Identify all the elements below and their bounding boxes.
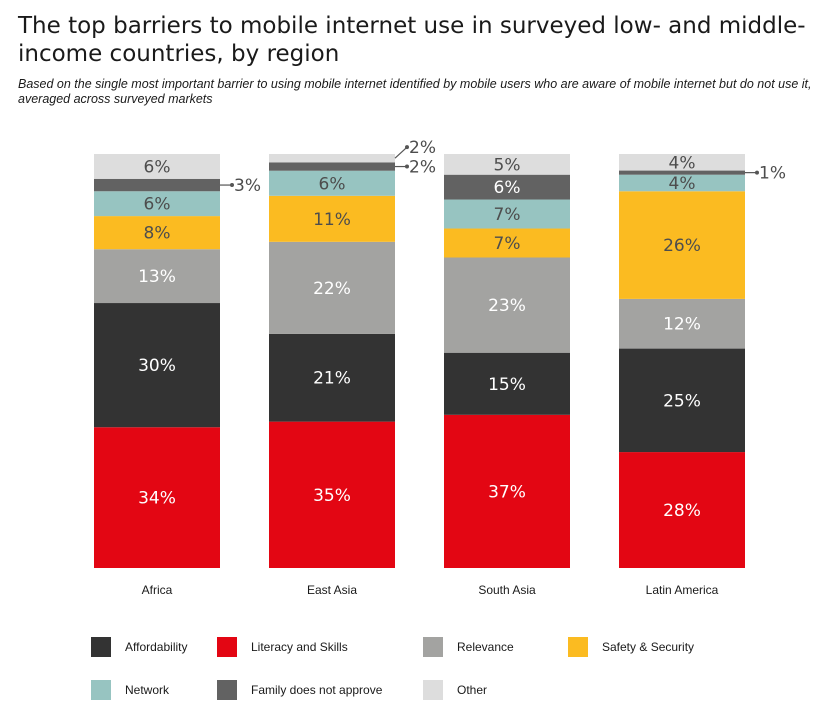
legend-item-affordability: Affordability xyxy=(91,636,187,658)
bar-segment-africa-affordability xyxy=(94,303,220,428)
legend-item-literacy-and-skills: Literacy and Skills xyxy=(217,636,348,658)
data-label-latin-america-network: 4% xyxy=(669,174,696,194)
data-label-east-asia-other: 2% xyxy=(409,138,436,158)
chart-title: The top barriers to mobile internet use … xyxy=(18,13,806,67)
bar-segment-south-asia-network xyxy=(444,199,570,229)
bar-segment-east-asia-literacy-and-skills xyxy=(269,421,395,568)
data-label-east-asia-relevance: 22% xyxy=(313,279,351,299)
data-label-east-asia-network: 6% xyxy=(319,174,346,194)
data-label-south-asia-family-does-not-approve: 6% xyxy=(494,178,521,198)
bar-segment-east-asia-family-does-not-approve xyxy=(269,162,395,171)
data-label-latin-america-family-does-not-approve: 1% xyxy=(759,164,786,184)
legend-swatch-relevance xyxy=(423,637,443,657)
data-label-latin-america-relevance: 12% xyxy=(663,315,701,335)
legend-swatch-affordability xyxy=(91,637,111,657)
bar-segment-south-asia-relevance xyxy=(444,257,570,353)
data-label-south-asia-relevance: 23% xyxy=(488,296,526,316)
data-label-east-asia-literacy-and-skills: 35% xyxy=(313,486,351,506)
data-label-south-asia-network: 7% xyxy=(494,205,521,225)
data-label-east-asia-safety-and-security: 11% xyxy=(313,210,351,230)
bar-segment-south-asia-other xyxy=(444,154,570,175)
legend-swatch-network xyxy=(91,680,111,700)
bar-segment-africa-literacy-and-skills xyxy=(94,427,220,568)
legend-swatch-literacy-and-skills xyxy=(217,637,237,657)
data-label-east-asia-affordability: 21% xyxy=(313,369,351,389)
bar-segment-latin-america-network xyxy=(619,174,745,192)
bar-segment-latin-america-relevance xyxy=(619,298,745,349)
data-label-africa-safety-and-security: 8% xyxy=(144,224,171,244)
data-label-africa-relevance: 13% xyxy=(138,267,176,287)
legend-item-relevance: Relevance xyxy=(423,636,514,658)
data-label-south-asia-affordability: 15% xyxy=(488,375,526,395)
leader-dot-latin-america-family-does-not-approve xyxy=(755,170,759,175)
stacked-bar-chart: 34%30%13%8%6%3%6%Africa35%21%22%11%6%2%2… xyxy=(94,138,786,597)
bar-segment-south-asia-safety-and-security xyxy=(444,228,570,258)
legend-label-safety-and-security: Safety & Security xyxy=(602,640,695,654)
legend-swatch-safety-and-security xyxy=(568,637,588,657)
legend-item-network: Network xyxy=(91,679,169,701)
data-label-east-asia-family-does-not-approve: 2% xyxy=(409,158,436,178)
data-label-south-asia-other: 5% xyxy=(494,155,521,175)
legend-swatch-other xyxy=(423,680,443,700)
category-label-latin-america: Latin America xyxy=(646,583,719,597)
data-label-latin-america-safety-and-security: 26% xyxy=(663,236,701,256)
bar-segment-south-asia-family-does-not-approve xyxy=(444,174,570,200)
bar-segment-latin-america-family-does-not-approve xyxy=(619,170,745,175)
data-label-south-asia-literacy-and-skills: 37% xyxy=(488,482,526,502)
bar-segment-africa-relevance xyxy=(94,249,220,304)
data-label-africa-literacy-and-skills: 34% xyxy=(138,489,176,509)
bar-segment-east-asia-safety-and-security xyxy=(269,195,395,242)
leader-line-east-asia-other xyxy=(394,146,408,159)
chart-subtitle: Based on the single most important barri… xyxy=(18,77,812,106)
bar-segment-latin-america-other xyxy=(619,154,745,171)
legend-label-affordability: Affordability xyxy=(125,640,188,654)
bar-segment-east-asia-network xyxy=(269,170,395,196)
bar-segment-east-asia-relevance xyxy=(269,241,395,334)
category-label-africa: Africa xyxy=(142,583,173,597)
bar-segment-latin-america-affordability xyxy=(619,348,745,453)
legend-label-network: Network xyxy=(125,683,170,697)
legend-item-safety-and-security: Safety & Security xyxy=(568,636,694,658)
category-label-south-asia: South Asia xyxy=(478,583,536,597)
data-label-south-asia-safety-and-security: 7% xyxy=(494,234,521,254)
leader-dot-east-asia-family-does-not-approve xyxy=(405,164,409,169)
legend-label-literacy-and-skills: Literacy and Skills xyxy=(251,640,348,654)
legend-label-other: Other xyxy=(457,683,488,697)
bar-segment-africa-other xyxy=(94,154,220,179)
leader-dot-africa-family-does-not-approve xyxy=(230,183,234,188)
data-label-latin-america-literacy-and-skills: 28% xyxy=(663,501,701,521)
bar-segment-africa-network xyxy=(94,191,220,217)
legend-item-family-does-not-approve: Family does not approve xyxy=(217,679,382,701)
legend-label-relevance: Relevance xyxy=(457,640,514,654)
data-label-africa-affordability: 30% xyxy=(138,356,176,376)
data-label-africa-network: 6% xyxy=(144,195,171,215)
category-label-east-asia: East Asia xyxy=(307,583,357,597)
bar-segment-latin-america-literacy-and-skills xyxy=(619,452,745,568)
data-label-latin-america-affordability: 25% xyxy=(663,391,701,411)
legend-swatch-family-does-not-approve xyxy=(217,680,237,700)
bar-segment-south-asia-literacy-and-skills xyxy=(444,414,570,568)
data-label-latin-america-other: 4% xyxy=(669,153,696,173)
bar-segment-africa-safety-and-security xyxy=(94,216,220,250)
bar-segment-latin-america-safety-and-security xyxy=(619,191,745,299)
bar-segment-africa-family-does-not-approve xyxy=(94,178,220,192)
data-label-africa-family-does-not-approve: 3% xyxy=(234,176,261,196)
data-label-africa-other: 6% xyxy=(144,157,171,177)
bar-segment-east-asia-other xyxy=(269,154,395,163)
legend-label-family-does-not-approve: Family does not approve xyxy=(251,683,383,697)
bar-segment-south-asia-affordability xyxy=(444,352,570,415)
legend-item-other: Other xyxy=(423,679,487,701)
bar-segment-east-asia-affordability xyxy=(269,333,395,422)
leader-dot-east-asia-other xyxy=(405,145,409,150)
